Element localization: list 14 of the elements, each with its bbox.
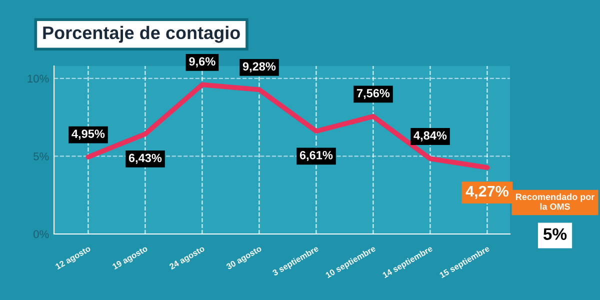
data-label: 6,43% — [128, 154, 162, 164]
data-label: 7,56% — [356, 88, 390, 100]
data-label: 4,95% — [72, 130, 105, 140]
y-tick-label: 0% — [34, 230, 49, 238]
text: Recomendado por la OMS — [516, 193, 594, 210]
text: 5% — [543, 228, 567, 240]
y-tick-label: 5% — [34, 152, 49, 160]
y-tick-label: 10% — [28, 74, 49, 83]
data-label: 4,27% — [466, 186, 508, 199]
data-label: 9,6% — [189, 57, 216, 68]
chart-title: Porcentaje de contagio — [43, 26, 240, 43]
data-label: 9,28% — [242, 62, 276, 72]
data-label: 6,61% — [300, 150, 333, 162]
data-label: 4,84% — [414, 131, 447, 142]
